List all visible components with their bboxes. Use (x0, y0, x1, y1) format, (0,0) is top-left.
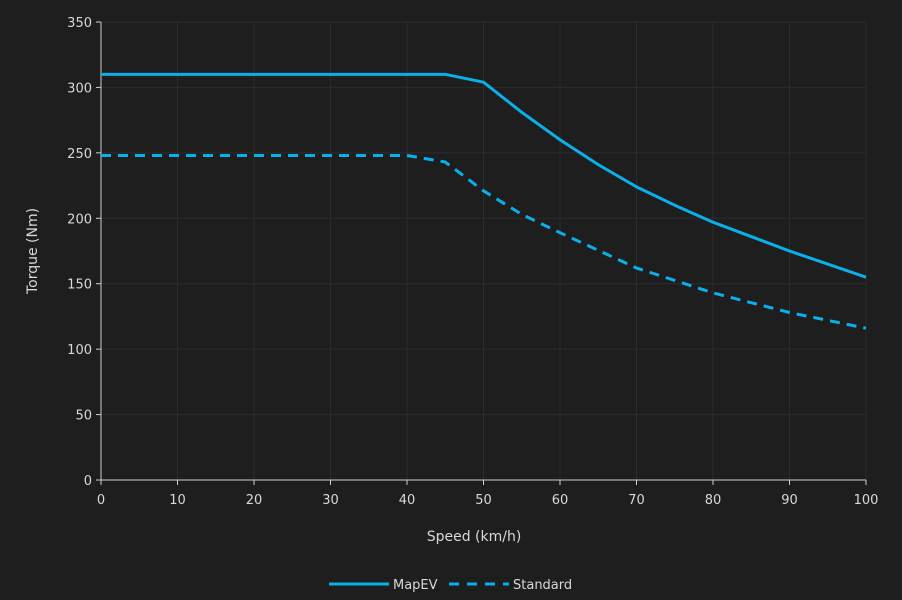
y-axis-label: Torque (Nm) (25, 208, 41, 295)
x-tick-label: 30 (322, 493, 339, 508)
x-tick-label: 100 (854, 493, 879, 508)
y-tick-label: 200 (67, 212, 92, 227)
series-line-standard (101, 153, 867, 330)
legend-label-standard: Standard (513, 578, 572, 593)
x-axis-label: Speed (km/h) (427, 529, 522, 545)
y-tick-label: 0 (84, 474, 92, 489)
y-tick-label: 50 (75, 409, 92, 424)
axes (96, 21, 867, 485)
x-tick-label: 70 (628, 493, 645, 508)
x-tick-label: 20 (246, 493, 263, 508)
y-tick-label: 100 (67, 343, 92, 358)
x-tick-label: 60 (552, 493, 569, 508)
x-tick-label: 40 (399, 493, 416, 508)
legend: MapEV Standard (329, 578, 572, 593)
y-tick-label: 150 (67, 278, 92, 293)
x-tick-label: 10 (169, 493, 186, 508)
y-tick-label: 350 (67, 16, 92, 31)
x-tick-label: 0 (97, 493, 105, 508)
x-tick-label: 50 (475, 493, 492, 508)
y-tick-label: 250 (67, 147, 92, 162)
legend-label-mapev: MapEV (393, 578, 438, 593)
y-tick-label: 300 (67, 81, 92, 96)
x-tick-label: 80 (705, 493, 722, 508)
series-line-mapev (101, 72, 867, 279)
series-lines (101, 72, 867, 330)
x-tick-label: 90 (781, 493, 798, 508)
grid (100, 21, 867, 481)
tick-labels: 0 10 20 30 40 50 60 70 80 90 100 0 50 100 150 200 250 300… (67, 16, 878, 508)
